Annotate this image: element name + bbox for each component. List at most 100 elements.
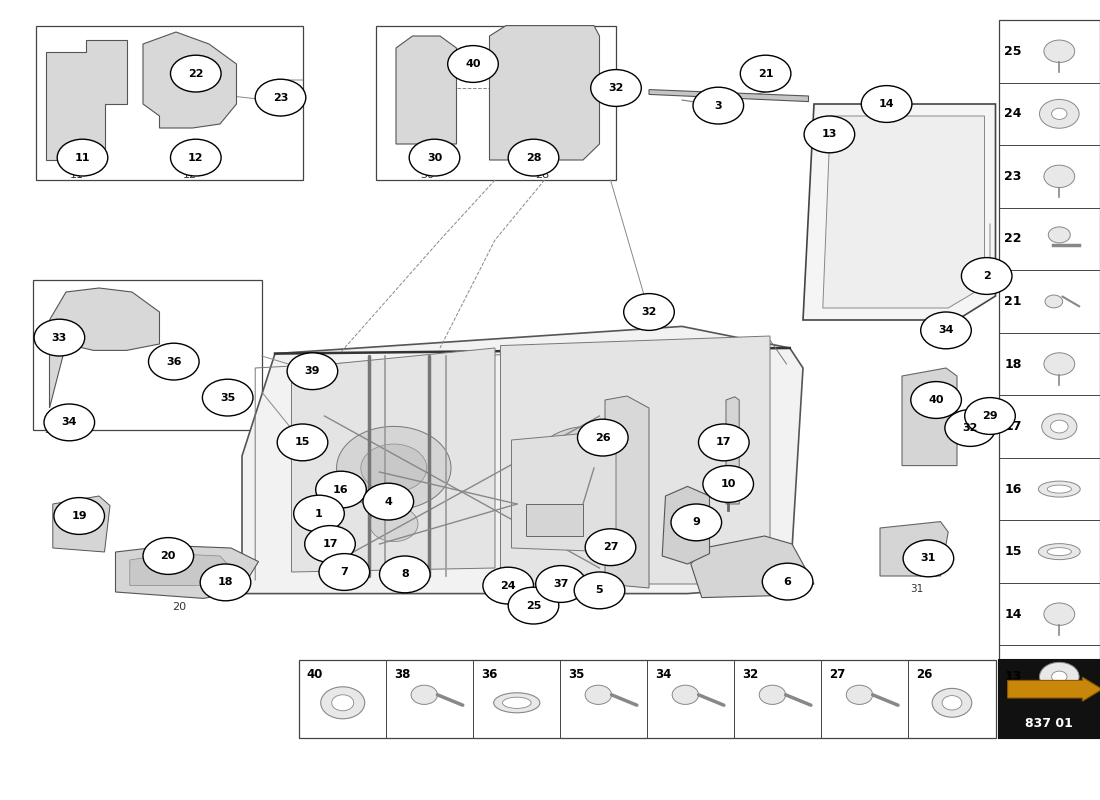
Circle shape (578, 419, 628, 456)
Polygon shape (53, 496, 110, 552)
Polygon shape (691, 536, 814, 598)
Text: 32: 32 (641, 307, 657, 317)
FancyBboxPatch shape (999, 660, 1100, 738)
Text: 17: 17 (322, 539, 338, 549)
Text: 6: 6 (783, 577, 792, 586)
Text: 13: 13 (822, 130, 837, 139)
Polygon shape (50, 288, 160, 408)
Ellipse shape (1047, 548, 1071, 556)
Text: 25: 25 (526, 601, 541, 610)
Circle shape (409, 139, 460, 176)
Polygon shape (605, 396, 649, 588)
Polygon shape (880, 522, 948, 576)
Circle shape (508, 587, 559, 624)
Text: 21: 21 (758, 69, 773, 78)
Circle shape (143, 538, 194, 574)
Text: 39: 39 (305, 366, 320, 376)
Circle shape (57, 139, 108, 176)
Text: 31: 31 (910, 584, 923, 594)
Polygon shape (116, 546, 258, 598)
Circle shape (861, 86, 912, 122)
Ellipse shape (1038, 544, 1080, 560)
Text: 7: 7 (340, 567, 349, 577)
Circle shape (411, 685, 438, 704)
Circle shape (1040, 99, 1079, 128)
FancyBboxPatch shape (36, 26, 303, 180)
Text: 16: 16 (333, 485, 349, 494)
FancyArrow shape (1008, 677, 1100, 701)
Text: 4: 4 (384, 497, 393, 506)
Circle shape (44, 404, 95, 441)
Circle shape (277, 424, 328, 461)
Circle shape (585, 685, 612, 704)
Text: 15: 15 (1004, 545, 1022, 558)
Text: 5: 5 (596, 586, 603, 595)
Circle shape (961, 258, 1012, 294)
Polygon shape (902, 368, 957, 466)
Polygon shape (130, 554, 231, 586)
Circle shape (170, 55, 221, 92)
Circle shape (379, 556, 430, 593)
Text: 37: 37 (553, 579, 569, 589)
Text: 40: 40 (465, 59, 481, 69)
Circle shape (448, 46, 498, 82)
Circle shape (337, 426, 451, 510)
Text: 35: 35 (220, 393, 235, 402)
Circle shape (1044, 603, 1075, 626)
Circle shape (903, 540, 954, 577)
Polygon shape (143, 32, 236, 128)
Text: 38: 38 (394, 668, 410, 681)
Ellipse shape (1047, 485, 1071, 493)
Circle shape (945, 410, 996, 446)
FancyBboxPatch shape (999, 20, 1100, 708)
Text: 35: 35 (568, 668, 584, 681)
Circle shape (1052, 108, 1067, 119)
Polygon shape (396, 36, 456, 144)
Text: 29: 29 (982, 411, 998, 421)
Text: 40: 40 (928, 395, 944, 405)
Circle shape (1044, 353, 1075, 375)
Circle shape (671, 504, 722, 541)
Circle shape (846, 685, 872, 704)
Circle shape (34, 319, 85, 356)
Text: 11: 11 (75, 153, 90, 162)
Polygon shape (46, 40, 127, 160)
Circle shape (332, 694, 354, 710)
Text: 20: 20 (173, 602, 186, 611)
Text: 34: 34 (656, 668, 671, 681)
FancyBboxPatch shape (299, 660, 996, 738)
Circle shape (965, 398, 1015, 434)
Text: 18: 18 (1004, 358, 1022, 370)
Polygon shape (803, 104, 996, 320)
Text: 26: 26 (916, 668, 933, 681)
Text: 32: 32 (742, 668, 758, 681)
FancyBboxPatch shape (33, 280, 262, 430)
Circle shape (316, 471, 366, 508)
Text: 27: 27 (829, 668, 846, 681)
Ellipse shape (503, 697, 531, 709)
Text: 19: 19 (72, 511, 87, 521)
Circle shape (698, 424, 749, 461)
Circle shape (536, 566, 586, 602)
Text: 24: 24 (1004, 107, 1022, 120)
Text: 30: 30 (420, 170, 433, 180)
Circle shape (672, 685, 698, 704)
Text: 10: 10 (720, 479, 736, 489)
Text: 8: 8 (400, 570, 409, 579)
Circle shape (255, 79, 306, 116)
Text: 2: 2 (982, 271, 991, 281)
Text: 21: 21 (1004, 295, 1022, 308)
Circle shape (1045, 295, 1063, 308)
Polygon shape (823, 116, 984, 308)
Text: 32: 32 (962, 423, 978, 433)
Circle shape (200, 564, 251, 601)
Circle shape (287, 353, 338, 390)
Circle shape (148, 343, 199, 380)
Text: 27: 27 (603, 542, 618, 552)
Text: 31: 31 (921, 554, 936, 563)
Polygon shape (726, 397, 739, 504)
Circle shape (1044, 165, 1075, 187)
Text: 1: 1 (315, 509, 323, 518)
Text: 15: 15 (295, 438, 310, 447)
Circle shape (759, 685, 785, 704)
